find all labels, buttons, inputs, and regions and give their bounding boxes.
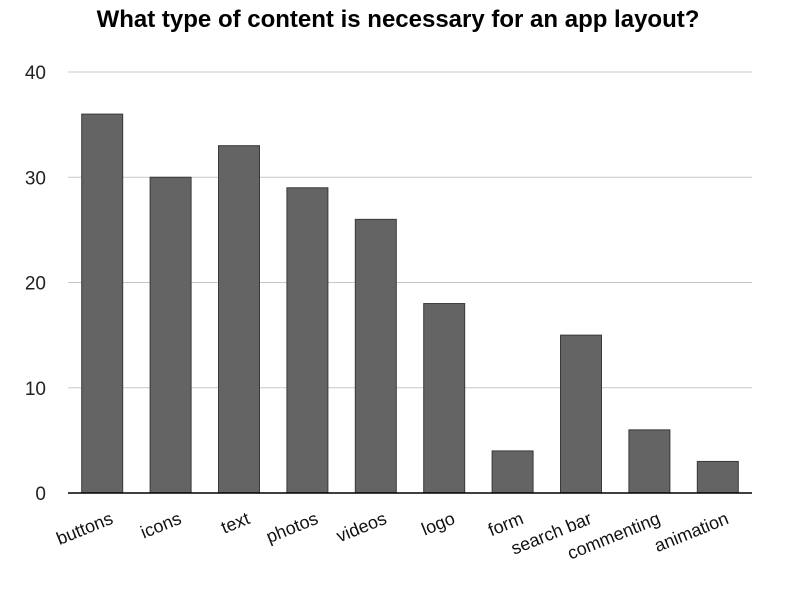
y-axis-ticks: 0 10 20 30 40 xyxy=(25,63,46,505)
y-tick-label: 10 xyxy=(25,379,46,400)
bar-logo xyxy=(423,303,466,494)
bar-photos xyxy=(286,187,329,494)
x-category-label: animation xyxy=(651,508,731,556)
x-category-label: videos xyxy=(334,508,390,546)
bar-animation xyxy=(696,460,739,494)
y-tick-label: 40 xyxy=(25,63,46,84)
y-tick-label: 20 xyxy=(25,274,46,295)
bar-buttons xyxy=(81,113,124,494)
bar-videos xyxy=(354,218,397,494)
x-category-label: text xyxy=(218,508,252,537)
bar-text xyxy=(218,145,260,494)
y-tick-label: 30 xyxy=(25,168,46,189)
bar-form xyxy=(491,450,534,494)
bar-search-bar xyxy=(560,334,602,494)
chart-title: What type of content is necessary for an… xyxy=(96,6,700,33)
x-axis-categories: buttons icons text photos videos logo formsear… xyxy=(53,508,731,563)
y-tick-label: 0 xyxy=(35,484,46,505)
bar-icons xyxy=(149,176,192,494)
x-category-label: logo xyxy=(419,508,458,539)
x-category-label: photos xyxy=(263,508,321,547)
x-category-label: buttons xyxy=(53,508,115,549)
x-category-label: icons xyxy=(138,508,184,542)
bar-commenting xyxy=(628,429,671,494)
bars xyxy=(81,113,739,494)
